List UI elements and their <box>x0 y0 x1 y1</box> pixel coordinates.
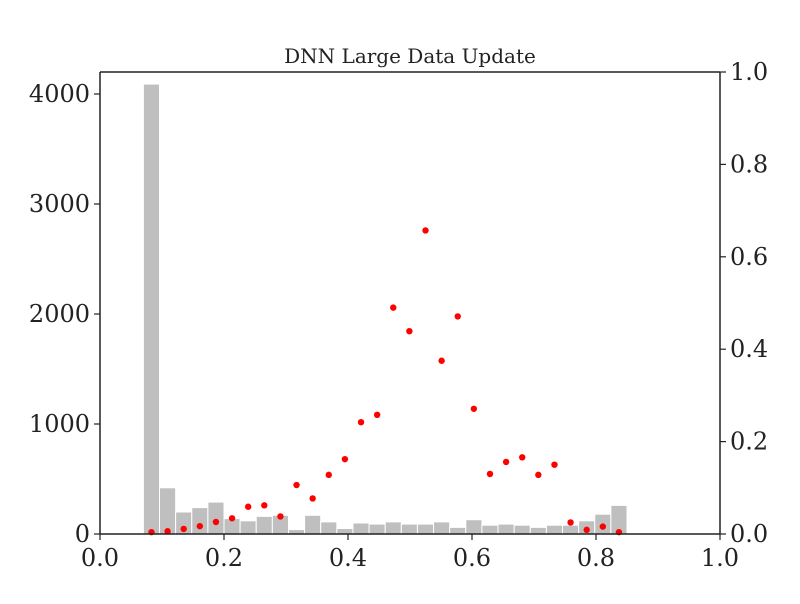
histogram-bar <box>207 501 225 535</box>
y2-tick-label: 0.0 <box>730 520 768 548</box>
scatter-point <box>535 471 542 479</box>
scatter-point <box>373 411 381 419</box>
scatter-point <box>341 455 349 463</box>
histogram-bar <box>400 523 418 535</box>
histogram-bar <box>255 515 273 535</box>
histogram-bar <box>191 507 209 535</box>
histogram-bar <box>481 524 499 535</box>
scatter-point <box>196 522 204 530</box>
y2-tick-label: 0.2 <box>730 428 768 456</box>
scatter-point <box>583 526 590 534</box>
histogram-bar <box>336 528 354 535</box>
y-tick-label: 4000 <box>29 80 90 108</box>
scatter-point <box>422 227 429 234</box>
scatter-point <box>357 418 365 426</box>
scatter-point <box>470 405 478 412</box>
histogram-bar <box>465 519 483 535</box>
y2-tick-label: 0.6 <box>730 243 768 271</box>
scatter-point <box>502 458 510 466</box>
histogram-bar <box>239 520 257 535</box>
histogram-bar <box>384 521 402 535</box>
y-tick-label: 2000 <box>29 300 90 328</box>
y-tick-label: 1000 <box>29 410 90 438</box>
scatter-point <box>244 503 252 510</box>
histogram-bar <box>433 521 451 535</box>
y-tick-label: 3000 <box>29 190 90 218</box>
scatter-point <box>228 515 236 522</box>
histogram-bar <box>416 523 435 535</box>
scatter-point <box>486 470 494 478</box>
scatter-point <box>180 525 187 533</box>
scatter-point <box>164 528 171 535</box>
scatter-point <box>390 304 397 311</box>
histogram-bar <box>513 524 531 535</box>
x-tick-label: 0.4 <box>329 544 367 572</box>
scatter-point <box>406 327 413 335</box>
x-tick-label: 0.8 <box>577 544 615 572</box>
histogram-bar <box>368 523 386 535</box>
scatter-points <box>148 227 623 536</box>
scatter-point <box>454 313 461 320</box>
histogram-bar <box>142 83 161 535</box>
scatter-point <box>277 513 284 520</box>
histogram-bar <box>545 524 564 535</box>
scatter-point <box>438 357 445 364</box>
x-tick-label: 0.6 <box>453 544 491 572</box>
scatter-point <box>325 471 332 479</box>
histogram-bar <box>562 524 580 535</box>
y2-tick-label: 0.4 <box>730 335 768 363</box>
y2-tick-label: 1.0 <box>730 58 768 86</box>
histogram-bar <box>497 523 515 535</box>
scatter-point <box>309 495 316 502</box>
x-tick-label: 1.0 <box>701 544 739 572</box>
scatter-point <box>519 454 526 461</box>
histogram-bar <box>529 526 547 535</box>
scatter-point <box>293 481 300 489</box>
x-tick-label: 0.2 <box>205 544 243 572</box>
histogram-bar <box>159 487 177 535</box>
scatter-point <box>551 461 558 468</box>
scatter-point <box>599 523 607 530</box>
y-tick-label: 0 <box>75 520 90 548</box>
chart-title: DNN Large Data Update <box>284 44 536 68</box>
scatter-point <box>567 519 574 526</box>
y2-tick-label: 0.8 <box>730 150 768 178</box>
histogram-bars <box>142 83 628 535</box>
histogram-bar <box>304 514 322 535</box>
scatter-point <box>212 518 220 526</box>
histogram-bar <box>449 526 467 535</box>
histogram-bar <box>352 522 370 535</box>
scatter-point <box>261 502 268 509</box>
x-tick-label: 0.0 <box>81 544 119 572</box>
histogram-bar <box>320 521 338 535</box>
